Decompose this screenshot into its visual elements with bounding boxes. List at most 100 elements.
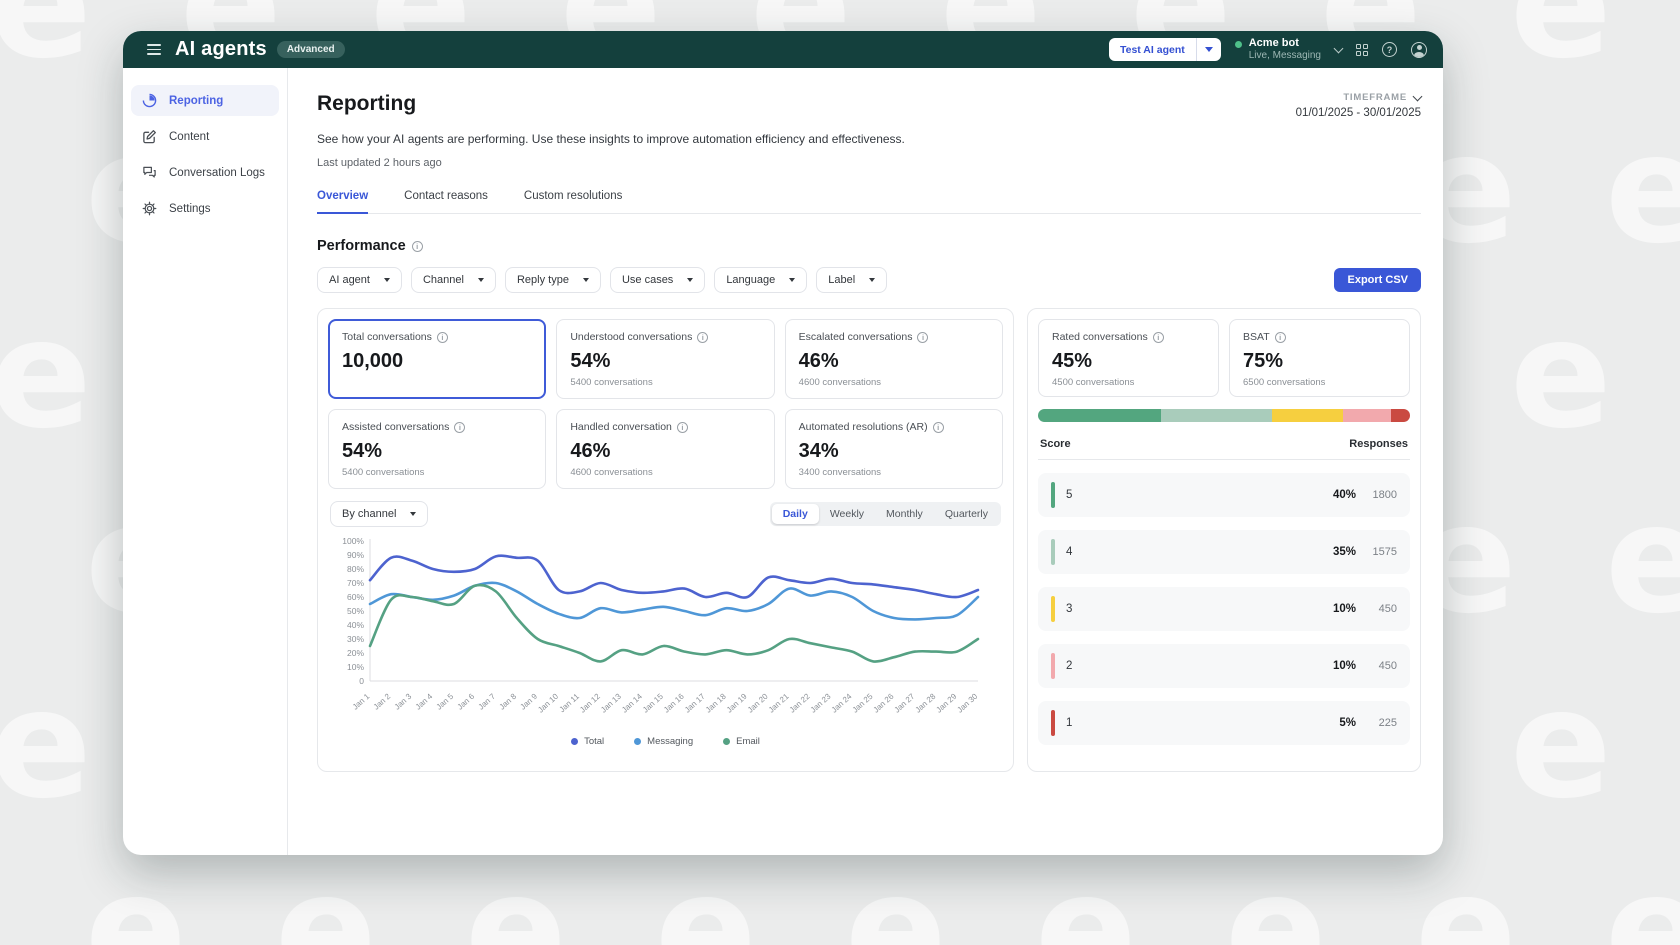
last-updated: Last updated 2 hours ago [317,157,442,169]
svg-text:Jan 15: Jan 15 [641,691,665,714]
avatar-icon[interactable] [1411,41,1427,58]
test-ai-agent-dropdown[interactable] [1197,38,1221,61]
legend-item-messaging[interactable]: Messaging [634,736,693,747]
pie-chart-icon [142,93,157,108]
timeframe-value: 01/01/2025 - 30/01/2025 [1295,107,1421,119]
distribution-segment [1391,409,1410,422]
chevron-down-icon [1412,91,1423,102]
filter-label[interactable]: Label [816,267,888,293]
info-icon[interactable] [917,331,929,343]
period-quarterly[interactable]: Quarterly [944,508,988,520]
svg-text:Jan 23: Jan 23 [809,691,833,714]
svg-text:Jan 6: Jan 6 [456,691,477,711]
info-icon[interactable] [411,240,423,252]
metric-card-escalated-conversations[interactable]: Escalated conversations 46% 4600 convers… [784,319,1003,399]
info-icon[interactable] [676,421,688,433]
svg-text:80%: 80% [347,564,364,574]
legend-item-email[interactable]: Email [723,736,760,747]
score-accent-bar [1051,710,1055,736]
legend-item-total[interactable]: Total [571,736,604,747]
tab-custom-resolutions[interactable]: Custom resolutions [523,190,623,202]
svg-text:0: 0 [359,676,364,686]
period-monthly[interactable]: Monthly [886,508,923,520]
sidebar-item-reporting[interactable]: Reporting [131,85,279,116]
metric-card-understood-conversations[interactable]: Understood conversations 54% 5400 conver… [556,319,775,399]
svg-text:Jan 21: Jan 21 [767,691,791,714]
filter-use-cases[interactable]: Use cases [609,267,706,293]
test-ai-agent-button[interactable]: Test AI agent [1108,38,1221,61]
edit-square-icon [143,130,156,144]
timeframe-picker[interactable]: TIMEFRAME 01/01/2025 - 30/01/2025 [1295,91,1423,119]
ratings-panel: Rated conversations 45% 4500 conversatio… [1027,308,1421,772]
sidebar-item-content[interactable]: Content [131,121,279,152]
info-icon[interactable] [436,331,448,343]
chevron-down-icon [383,278,390,282]
svg-text:Jan 8: Jan 8 [498,691,519,711]
chevron-down-icon [410,512,417,516]
chevron-down-icon [477,278,484,282]
export-csv-button[interactable]: Export CSV [1334,268,1421,292]
sidebar-item-conversation-logs[interactable]: Conversation Logs [131,157,279,188]
tab-contact-reasons[interactable]: Contact reasons [404,190,488,202]
page-description: See how your AI agents are performing. U… [317,132,905,146]
period-weekly[interactable]: Weekly [829,508,865,520]
score-row-1[interactable]: 1 5% 225 [1038,701,1410,745]
chevron-down-icon[interactable] [1333,43,1344,53]
tab-overview[interactable]: Overview [317,190,369,214]
legend-dot [634,738,642,745]
info-icon[interactable] [1152,331,1164,343]
sidebar-item-settings[interactable]: Settings [131,193,279,224]
svg-text:Jan 1: Jan 1 [351,691,372,711]
plan-badge: Advanced [276,41,345,58]
sidebar: Reporting Content Conversation Logs [123,68,288,855]
metric-card-automated-resolutions[interactable]: Automated resolutions (AR) 34% 3400 conv… [784,409,1003,489]
chevron-down-icon [1204,47,1213,52]
help-icon[interactable]: ? [1382,42,1397,57]
svg-text:Jan 27: Jan 27 [893,691,917,714]
svg-text:Jan 18: Jan 18 [704,691,728,714]
chart-legend: Total Messaging Email [328,736,1003,747]
filter-language[interactable]: Language [714,267,808,293]
chevron-down-icon [582,278,589,282]
svg-text:Jan 13: Jan 13 [599,691,623,714]
info-icon[interactable] [697,331,709,343]
filter-ai-agent[interactable]: AI agent [317,267,402,293]
score-row-2[interactable]: 2 10% 450 [1038,644,1410,688]
chat-bubbles-icon [143,166,156,178]
score-accent-bar [1051,653,1055,679]
filter-reply-type[interactable]: Reply type [504,267,601,293]
menu-icon[interactable] [147,44,161,55]
app-title: AI agents [175,38,267,60]
score-row-4[interactable]: 4 35% 1575 [1038,530,1410,574]
agent-selector[interactable]: Acme bot Live, Messaging [1234,37,1321,62]
rated-conversations-card[interactable]: Rated conversations 45% 4500 conversatio… [1038,319,1219,397]
svg-text:Jan 10: Jan 10 [536,691,560,714]
svg-text:Jan 28: Jan 28 [914,691,938,714]
score-row-3[interactable]: 3 10% 450 [1038,587,1410,631]
svg-text:50%: 50% [347,606,364,616]
svg-text:Jan 25: Jan 25 [851,691,875,714]
distribution-segment [1343,409,1392,422]
svg-text:100%: 100% [342,536,364,546]
period-daily[interactable]: Daily [771,504,819,524]
bsat-card[interactable]: BSAT 75% 6500 conversations [1229,319,1410,397]
metrics-panel: Total conversations 10,000 Understood co… [317,308,1014,772]
filter-channel[interactable]: Channel [410,267,496,293]
info-icon[interactable] [454,421,466,433]
metric-card-assisted-conversations[interactable]: Assisted conversations 54% 5400 conversa… [328,409,547,489]
svg-text:Jan 29: Jan 29 [934,691,958,714]
apps-grid-icon[interactable] [1356,43,1368,56]
metric-card-total-conversations[interactable]: Total conversations 10,000 [328,319,547,399]
svg-text:Jan 12: Jan 12 [578,691,602,714]
score-row-5[interactable]: 5 40% 1800 [1038,473,1410,517]
info-icon[interactable] [1274,331,1286,343]
score-distribution-bar [1038,409,1410,422]
info-icon[interactable] [932,421,944,433]
svg-text:Jan 3: Jan 3 [393,691,414,711]
legend-dot [571,738,579,745]
agent-name: Acme bot [1248,37,1299,49]
svg-text:Jan 19: Jan 19 [725,691,749,714]
group-by-channel-dropdown[interactable]: By channel [330,501,429,527]
metric-card-handled-conversation[interactable]: Handled conversation 46% 4600 conversati… [556,409,775,489]
